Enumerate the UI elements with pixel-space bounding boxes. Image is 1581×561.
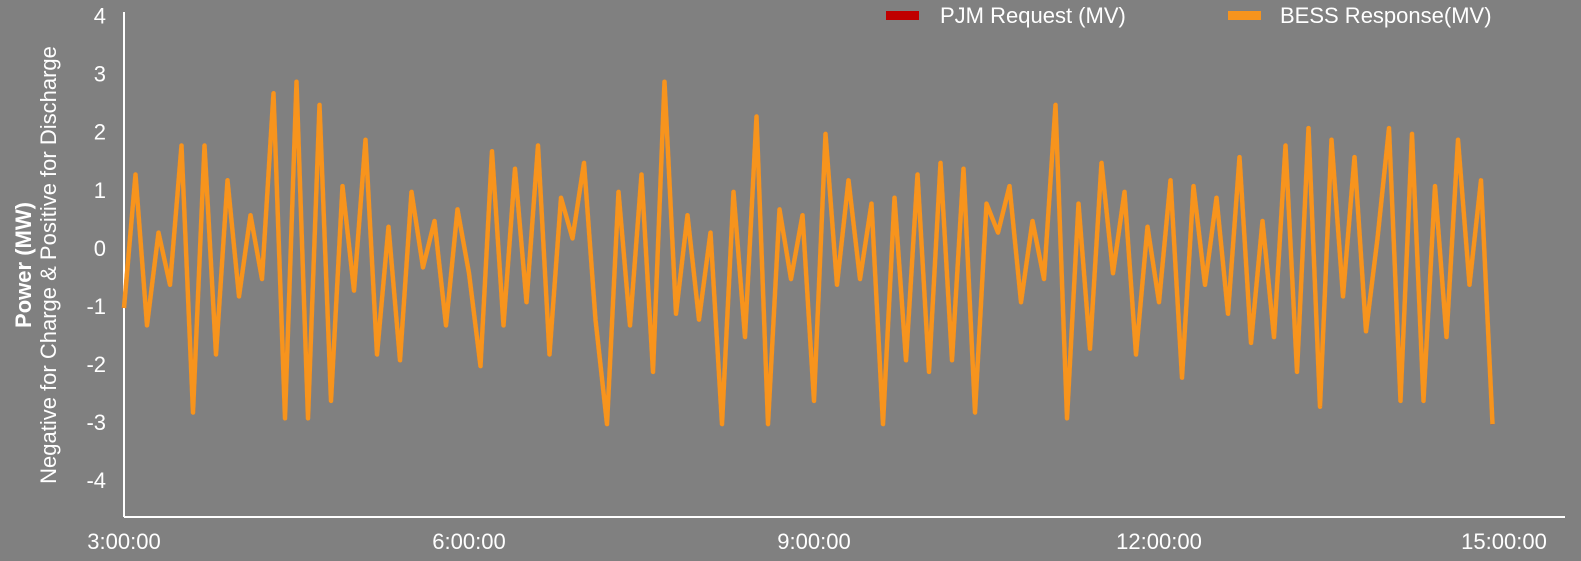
x-tick-label: 12:00:00 (1116, 529, 1202, 554)
legend-label: PJM Request (MV) (940, 3, 1126, 28)
legend-swatch (886, 11, 919, 20)
x-tick-label: 3:00:00 (87, 529, 160, 554)
x-tick-label: 6:00:00 (432, 529, 505, 554)
y-tick-label: 2 (94, 120, 106, 145)
y-tick-label: -3 (86, 410, 106, 435)
y-axis-subtitle: Negative for Charge & Positive for Disch… (36, 46, 61, 484)
y-tick-label: -1 (86, 294, 106, 319)
legend-swatch (1228, 11, 1261, 20)
legend-label: BESS Response(MV) (1280, 3, 1492, 28)
y-tick-label: 4 (94, 4, 106, 29)
y-axis-title: Power (MW) (11, 202, 36, 328)
y-tick-label: 0 (94, 236, 106, 261)
y-tick-label: -4 (86, 468, 106, 493)
series-line (121, 79, 1495, 427)
y-tick-label: 3 (94, 62, 106, 87)
x-tick-label: 15:00:00 (1461, 529, 1547, 554)
y-tick-label: -2 (86, 352, 106, 377)
x-tick-label: 9:00:00 (777, 529, 850, 554)
y-tick-label: 1 (94, 178, 106, 203)
